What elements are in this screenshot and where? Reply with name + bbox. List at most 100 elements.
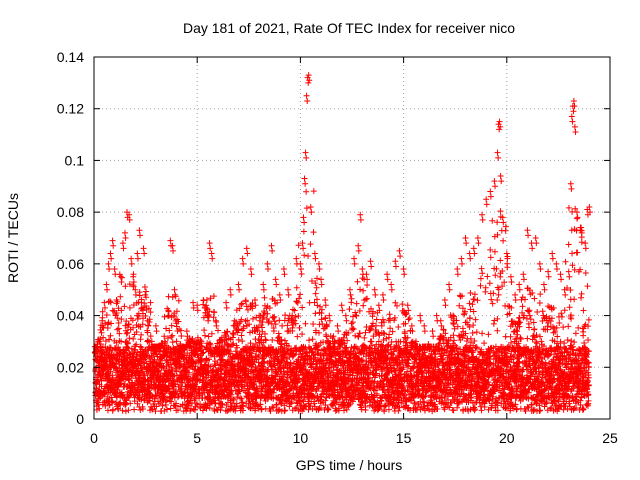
data-point xyxy=(139,307,146,314)
data-point xyxy=(145,305,152,312)
data-point xyxy=(349,319,356,326)
data-point xyxy=(313,284,320,291)
data-point xyxy=(125,407,132,414)
data-point xyxy=(450,407,457,414)
data-point xyxy=(305,253,312,260)
data-point xyxy=(230,397,237,404)
data-point xyxy=(97,343,104,350)
data-point xyxy=(357,286,364,293)
data-point xyxy=(141,284,148,291)
data-point xyxy=(401,328,408,335)
data-point xyxy=(172,293,179,300)
data-point xyxy=(302,320,309,327)
data-point xyxy=(301,252,308,259)
data-point xyxy=(282,407,289,414)
data-point xyxy=(118,307,125,314)
data-point xyxy=(143,294,150,301)
data-point xyxy=(112,363,119,370)
data-point xyxy=(99,308,106,315)
data-point xyxy=(395,407,402,414)
data-point xyxy=(211,309,218,316)
data-point xyxy=(167,405,174,412)
data-point xyxy=(133,329,140,336)
data-point xyxy=(119,407,126,414)
data-point xyxy=(139,321,146,328)
data-point xyxy=(114,298,121,305)
data-point xyxy=(300,228,307,235)
data-point xyxy=(127,400,134,407)
data-point xyxy=(205,333,212,340)
data-point xyxy=(110,364,117,371)
data-point xyxy=(115,356,122,363)
data-point xyxy=(130,335,137,342)
grid-lines xyxy=(94,57,610,419)
data-point xyxy=(224,408,231,415)
data-point xyxy=(163,406,170,413)
data-point xyxy=(106,347,113,354)
data-point xyxy=(386,311,393,318)
data-point xyxy=(135,312,142,319)
data-point xyxy=(270,314,277,321)
data-point xyxy=(118,380,125,387)
data-point xyxy=(161,313,168,320)
data-point xyxy=(103,311,110,318)
data-point xyxy=(312,290,319,297)
data-point xyxy=(118,316,125,323)
data-point xyxy=(282,312,289,319)
data-point xyxy=(348,295,355,302)
data-point xyxy=(466,315,473,322)
data-point xyxy=(137,407,144,414)
data-point xyxy=(385,406,392,413)
data-point xyxy=(360,302,367,309)
data-point xyxy=(310,188,317,195)
data-point xyxy=(134,400,141,407)
data-point xyxy=(373,316,380,323)
data-point xyxy=(118,338,125,345)
data-point xyxy=(165,293,172,300)
data-point xyxy=(467,290,474,297)
data-point xyxy=(249,315,256,322)
data-point xyxy=(122,283,129,290)
data-point xyxy=(399,301,406,308)
data-point xyxy=(469,329,476,336)
data-point xyxy=(147,309,154,316)
data-point xyxy=(466,300,473,307)
data-point xyxy=(238,301,245,308)
data-point xyxy=(381,408,388,415)
data-point xyxy=(368,338,375,345)
data-point xyxy=(303,188,310,195)
data-point xyxy=(463,319,470,326)
data-point xyxy=(113,339,120,346)
data-point xyxy=(107,299,114,306)
data-point xyxy=(129,317,136,324)
data-point xyxy=(354,278,361,285)
data-point xyxy=(105,373,112,380)
data-point xyxy=(238,332,245,339)
data-point xyxy=(353,300,360,307)
data-point xyxy=(138,365,145,372)
data-point xyxy=(406,315,413,322)
data-point xyxy=(235,336,242,343)
data-point xyxy=(457,293,464,300)
data-point xyxy=(307,241,314,248)
data-point xyxy=(106,298,113,305)
data-point xyxy=(141,372,148,379)
data-point xyxy=(102,338,109,345)
data-point xyxy=(269,336,276,343)
data-point xyxy=(310,229,317,236)
data-point xyxy=(175,297,182,304)
data-point xyxy=(298,271,305,278)
data-point xyxy=(201,332,208,339)
data-point xyxy=(123,330,130,337)
data-point xyxy=(147,299,154,306)
data-point xyxy=(133,341,140,348)
data-point xyxy=(261,294,268,301)
data-point xyxy=(450,337,457,344)
data-point xyxy=(303,205,310,212)
data-point xyxy=(306,337,313,344)
data-point xyxy=(353,312,360,319)
data-point xyxy=(96,338,103,345)
data-point xyxy=(144,329,151,336)
data-point xyxy=(115,344,122,351)
